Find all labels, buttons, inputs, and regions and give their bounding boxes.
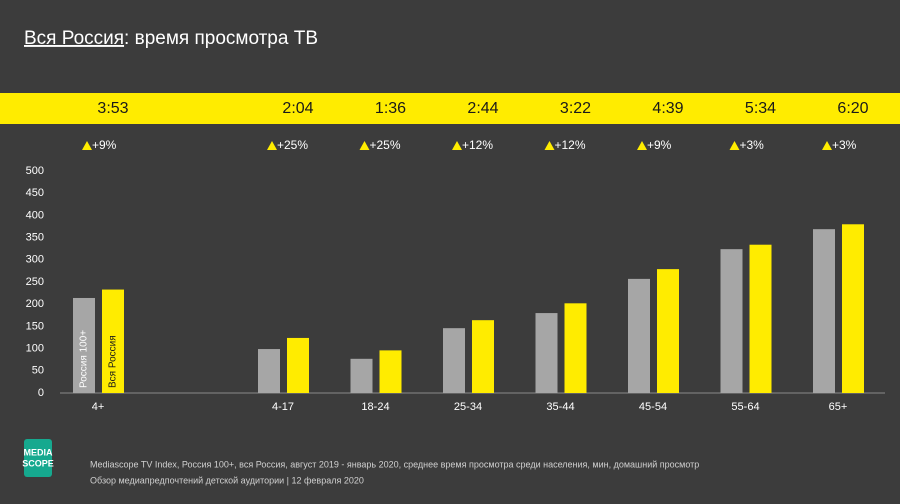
value-label: 5:34 [745, 100, 776, 117]
value-label: 2:44 [467, 100, 498, 117]
y-tick-label: 50 [32, 365, 44, 377]
change-triangle [637, 141, 647, 150]
y-tick-label: 450 [26, 187, 44, 199]
value-label: 3:22 [560, 100, 591, 117]
value-label: 3:53 [97, 100, 128, 117]
y-tick-label: 400 [26, 209, 44, 221]
y-tick-label: 150 [26, 320, 44, 332]
change-label: +9% [647, 138, 672, 152]
change-label: +25% [370, 138, 401, 152]
bar [813, 229, 835, 393]
value-label: 4:39 [652, 100, 683, 117]
change-label: +25% [277, 138, 308, 152]
y-tick-label: 300 [26, 254, 44, 266]
y-tick-label: 350 [26, 232, 44, 244]
change-triangle [544, 141, 555, 150]
bar [842, 224, 864, 393]
change-triangle [452, 141, 462, 150]
value-label: 6:20 [837, 100, 868, 117]
x-tick-label: 55-64 [731, 401, 759, 413]
bar [749, 244, 772, 393]
y-tick-label: 100 [26, 343, 44, 355]
x-tick-label: 35-44 [546, 401, 574, 413]
x-tick-label: 45-54 [639, 401, 667, 413]
change-label: +12% [462, 138, 493, 152]
bar [657, 269, 679, 393]
change-label: +9% [92, 138, 117, 152]
change-triangle [267, 141, 277, 150]
x-tick-label: 25-34 [454, 401, 482, 413]
bar [720, 249, 743, 393]
value-label: 1:36 [375, 100, 406, 117]
footer-note: Обзор медиапредпочтений детской аудитори… [90, 475, 364, 485]
change-label: +12% [555, 138, 586, 152]
legend-label: Россия 100+ [79, 330, 90, 388]
logo: MEDIA SCOPE [22, 439, 54, 477]
change-triangle [729, 141, 740, 150]
title-place: Вся Россия [24, 28, 124, 49]
bar [258, 349, 280, 393]
footer-source: Mediascope TV Index, Россия 100+, вся Ро… [90, 459, 699, 469]
change-triangle [359, 141, 370, 150]
logo-shape [24, 439, 52, 477]
bar [102, 289, 124, 393]
bar [628, 278, 650, 393]
bar [287, 337, 309, 393]
bar [535, 313, 558, 393]
bar [472, 320, 494, 393]
slide-title: Вся Россия: время просмотра ТВ [24, 28, 318, 49]
change-triangle [822, 141, 832, 150]
change-label: +3% [740, 138, 765, 152]
x-tick-label: 4-17 [272, 401, 294, 413]
logo-text: MEDIA [24, 447, 54, 457]
x-tick-label: 4+ [92, 401, 105, 413]
x-tick-label: 18-24 [361, 401, 389, 413]
bar [443, 328, 465, 393]
x-tick-label: 65+ [829, 401, 848, 413]
logo-text: SCOPE [22, 458, 54, 468]
bar [564, 303, 587, 393]
y-tick-label: 500 [26, 165, 44, 177]
bar [73, 297, 95, 393]
bar [379, 350, 402, 393]
y-tick-label: 250 [26, 276, 44, 288]
legend-label: Вся Россия [108, 335, 119, 388]
y-tick-label: 200 [26, 298, 44, 310]
top-band [0, 93, 900, 124]
y-tick-label: 0 [38, 387, 44, 399]
bar [350, 358, 373, 393]
change-label: +3% [832, 138, 857, 152]
change-triangle [82, 141, 92, 150]
title-rest: : время просмотра ТВ [124, 28, 318, 49]
value-label: 2:04 [282, 100, 313, 117]
